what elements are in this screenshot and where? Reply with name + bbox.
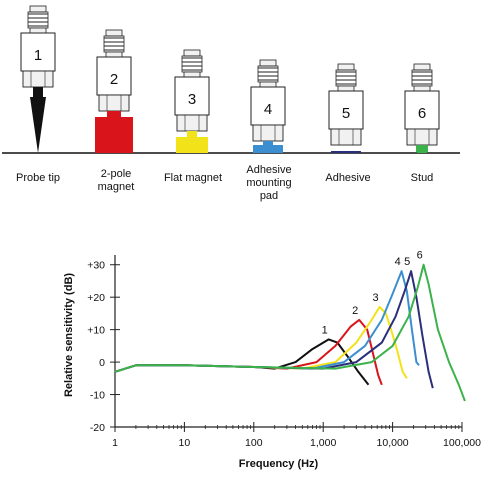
sensor-hex-base [406,128,438,146]
sensor-hex-base [176,114,208,132]
sensor-hex-base [22,70,54,88]
sensor-number: 5 [342,105,350,122]
sensor-number: 2 [110,71,118,88]
sensor-label-3: Flat magnet [163,172,223,184]
magnet-top [107,111,121,117]
series-curve-6 [114,263,466,402]
sensor-body [328,90,364,130]
connector-cap [259,59,277,67]
y-tick-label: +20 [87,292,105,304]
sensor-6: 6 [404,63,440,153]
sensor-label-5: Adhesive [325,172,371,184]
sensor-neck [413,85,431,92]
sensor-hex-base [330,128,362,146]
adhesive-pad-mount [253,145,283,153]
series-label-3: 3 [373,292,379,304]
y-axis-title: Relative sensitivity (dB) [63,273,75,397]
y-tick-label: 0 [99,357,105,369]
sensor-body [404,90,440,130]
probe-shaft [33,87,43,97]
sensor-number: 6 [418,105,426,122]
connector-cap [337,63,355,71]
series-curve-2 [114,318,383,386]
y-tick-label: +10 [87,325,105,337]
x-tick-label: 1 [112,437,118,449]
sensor-label-6: Stud [410,172,434,184]
sensor-number: 1 [34,47,42,64]
sensor-body [250,86,286,126]
series-label-2: 2 [352,305,358,317]
sensor-hex-base [98,94,130,112]
sensor-neck [105,51,123,58]
sensor-label-2: 2-pole magnet [97,168,135,193]
x-tick-label: 100 [245,437,263,449]
stud-mount [416,145,428,153]
series-label-5: 5 [404,256,410,268]
series-label-1: 1 [322,324,328,336]
sensor-neck [183,71,201,78]
sensor-neck [29,27,47,34]
sensor-body [96,56,132,96]
sensor-label-1: Probe tip [15,172,61,184]
sensor-neck [259,81,277,88]
sensor-3: 3 [174,49,210,153]
series-label-6: 6 [417,250,423,262]
sensor-2: 2 [95,29,133,153]
sensor-1: 1 [20,5,56,153]
sensor-neck [337,85,355,92]
y-tick-label: -20 [90,422,105,434]
x-tick-label: 1,000 [310,437,336,449]
connector-cap [413,63,431,71]
series-curve-5 [114,270,434,389]
sensor-body [174,76,210,116]
sensor-4: 4 [250,59,286,153]
sensor-hex-base [252,124,284,142]
sensor-5: 5 [328,63,364,153]
x-tick-label: 10,000 [377,437,409,449]
series-label-4: 4 [395,256,401,268]
connector-cap [105,29,123,37]
adhesive-layer-mount [331,151,361,153]
two-pole-magnet-mount [95,117,133,153]
x-tick-label: 100,000 [443,437,481,449]
connector-cap [29,5,47,13]
x-tick-label: 10 [179,437,191,449]
sensor-number: 3 [188,91,196,108]
sensor-body [20,32,56,72]
y-tick-label: +30 [87,260,105,272]
connector-cap [183,49,201,57]
sensor-label-4: Adhesive mounting pad [246,164,292,202]
x-axis-title: Frequency (Hz) [239,458,319,470]
sensor-number: 4 [264,101,272,118]
flat-magnet-mount [176,137,208,153]
probe-tip-mount [30,97,46,153]
magnet-top [187,131,197,137]
pad-stud [263,141,273,145]
y-tick-label: -10 [90,390,105,402]
